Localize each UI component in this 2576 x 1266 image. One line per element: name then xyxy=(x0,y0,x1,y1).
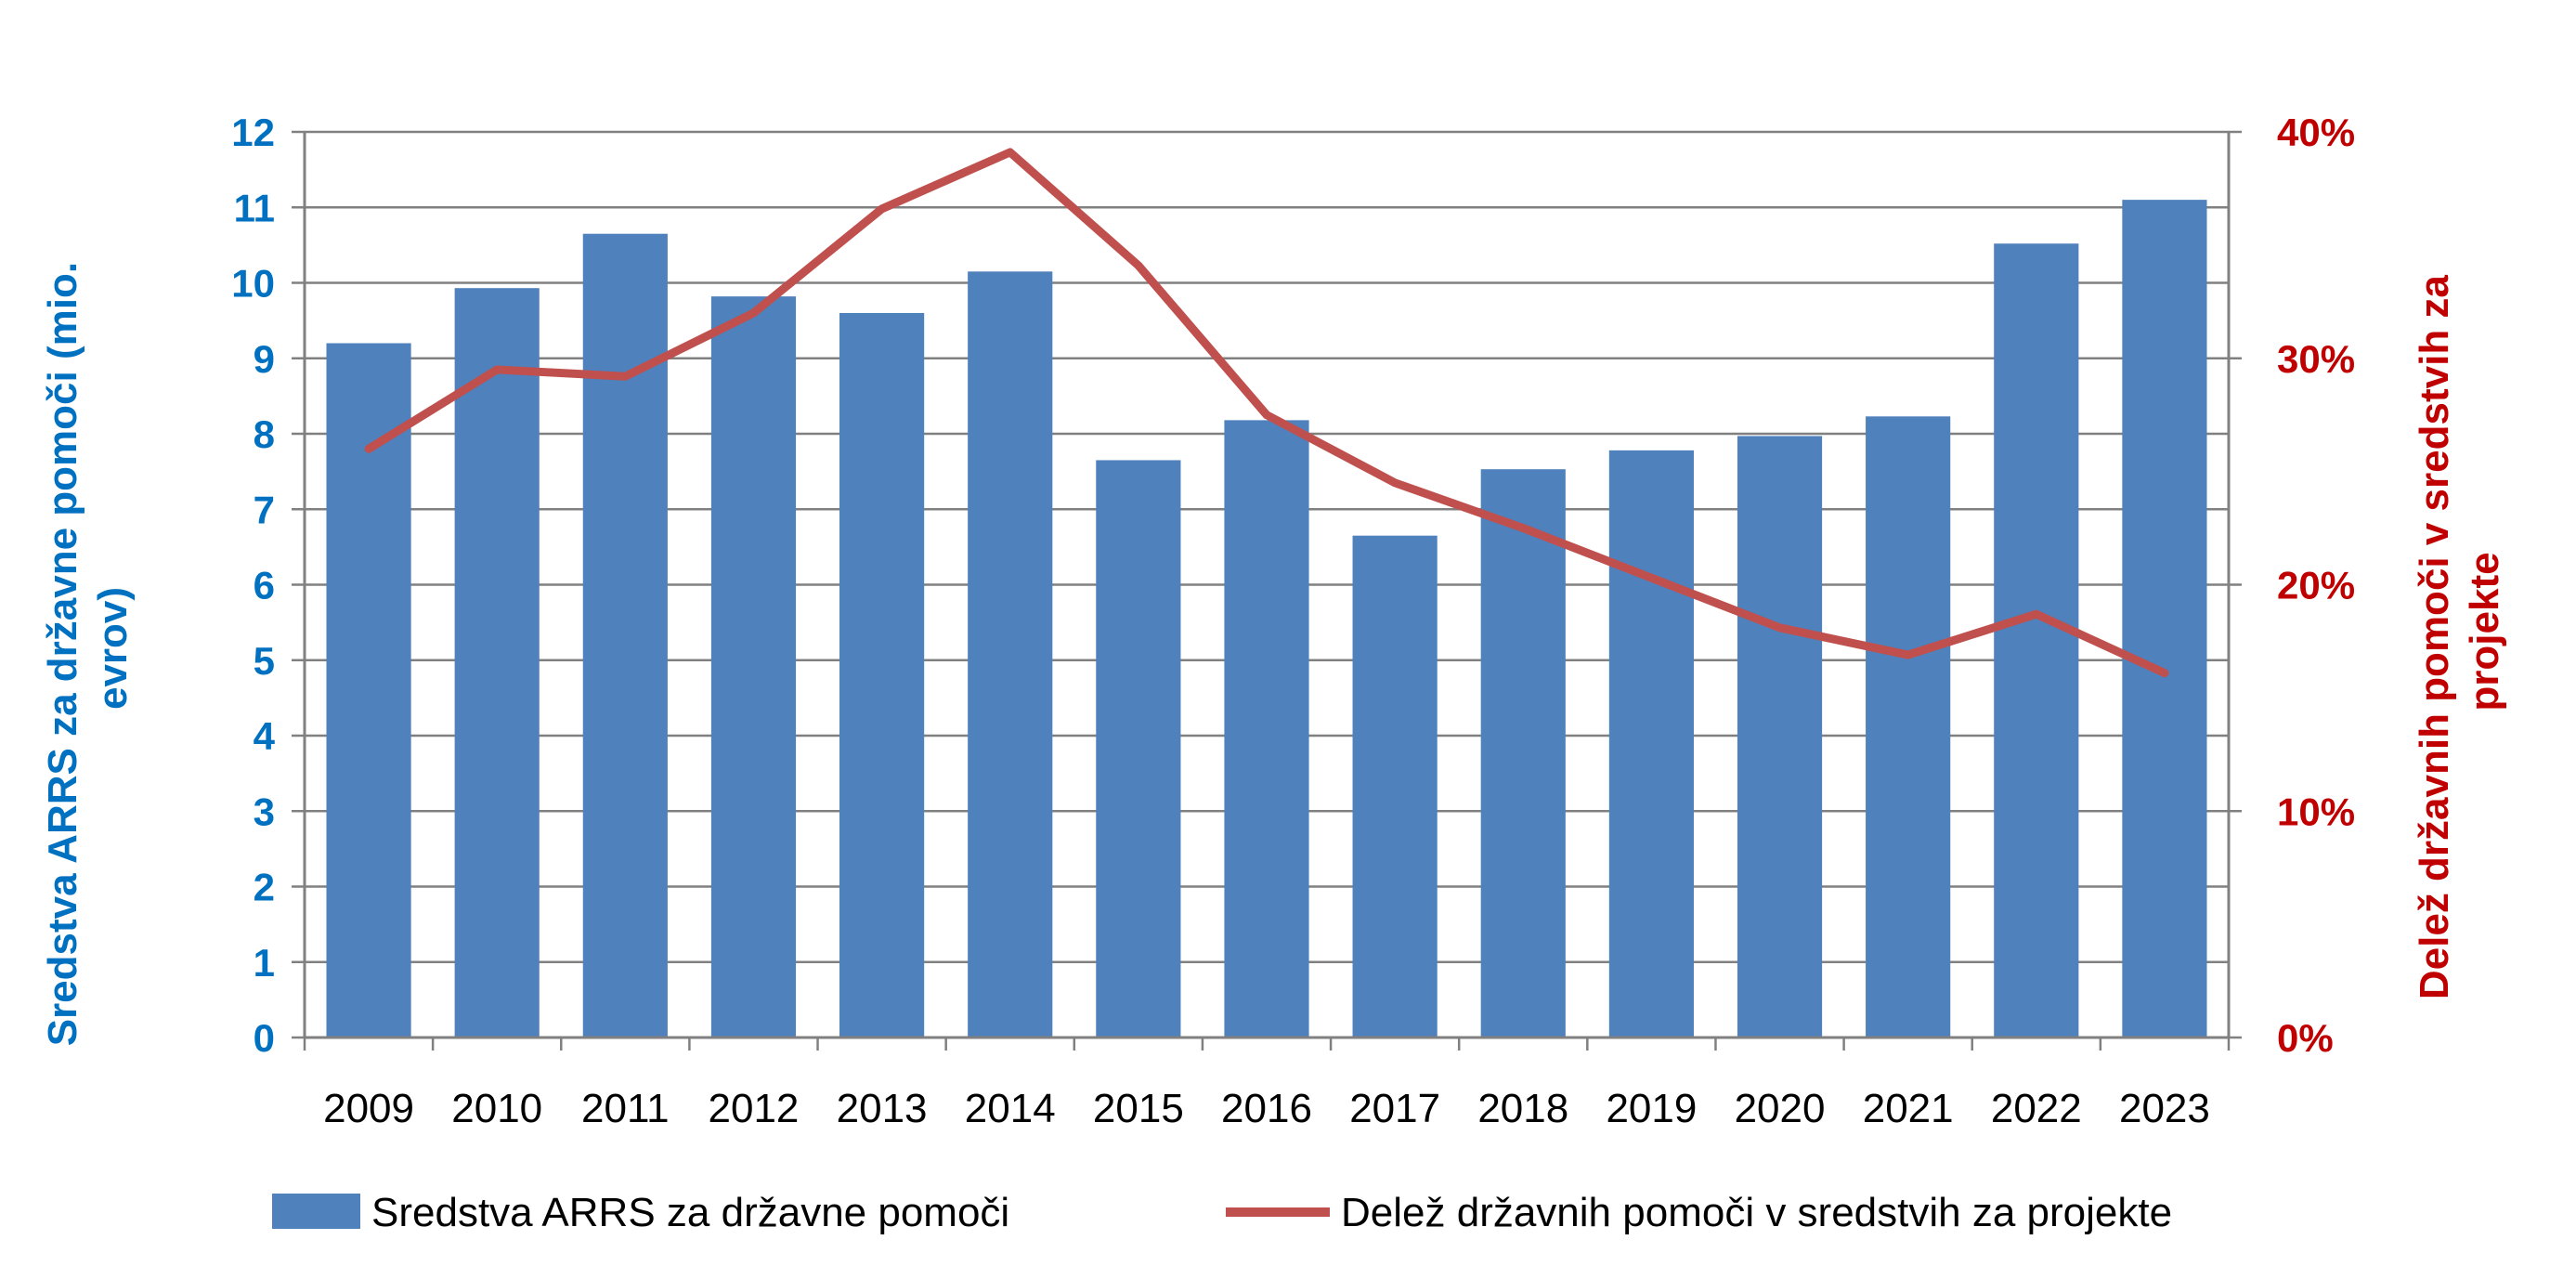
x-tick-label: 2022 xyxy=(1991,1086,2082,1131)
legend-bar-swatch xyxy=(272,1194,360,1229)
right-axis-title: Delež državnih pomoči v sredstvih za pro… xyxy=(2412,264,2507,999)
left-tick-label: 2 xyxy=(254,866,275,909)
line-point-2010 xyxy=(496,368,499,371)
line-point-2023 xyxy=(2163,672,2166,674)
bar-2012 xyxy=(710,296,797,1038)
left-tick-label: 10 xyxy=(231,262,275,306)
line-series xyxy=(364,148,2169,678)
line-point-2022 xyxy=(2035,613,2037,616)
right-tick-label: 10% xyxy=(2277,790,2355,833)
bar-2023 xyxy=(2122,200,2207,1038)
left-tick-label: 4 xyxy=(254,714,276,758)
bar-2015 xyxy=(1096,460,1181,1038)
line-point-2011 xyxy=(624,375,627,378)
legend-line-label: Delež državnih pomoči v sredstvih za pro… xyxy=(1341,1190,2172,1235)
x-tick-label: 2011 xyxy=(581,1086,670,1131)
bar-2021 xyxy=(1866,416,1951,1038)
left-tick-label: 3 xyxy=(254,790,275,833)
bar-2018 xyxy=(1480,469,1566,1038)
left-tick-label: 11 xyxy=(234,186,275,229)
line-point-2014 xyxy=(1008,150,1011,153)
x-tick-label: 2015 xyxy=(1093,1086,1184,1131)
left-tick-label: 8 xyxy=(254,412,275,456)
left-axis-title-line-2: evrov) xyxy=(90,587,136,710)
line-point-2017 xyxy=(1394,481,1397,484)
axes xyxy=(292,130,2242,1051)
left-axis-title: Sredstva ARRS za državne pomoči (mio. ev… xyxy=(40,251,136,1047)
bar-2009 xyxy=(326,343,411,1038)
line-point-2009 xyxy=(368,448,371,450)
x-tick-label: 2018 xyxy=(1477,1086,1568,1131)
bar-2019 xyxy=(1608,450,1694,1038)
left-axis-title-line-1: Sredstva ARRS za državne pomoči (mio. xyxy=(40,262,85,1046)
right-tick-label: 40% xyxy=(2277,111,2355,154)
line-point-2020 xyxy=(1778,626,1781,629)
x-tick-label: 2012 xyxy=(709,1086,800,1131)
x-tick-label: 2016 xyxy=(1221,1086,1312,1131)
bar-2013 xyxy=(839,313,925,1038)
bar-2014 xyxy=(968,271,1053,1038)
line-point-2019 xyxy=(1650,577,1653,580)
bar-2022 xyxy=(1994,243,2079,1038)
bar-2020 xyxy=(1737,436,1823,1038)
left-tick-label: 9 xyxy=(254,337,275,381)
line-point-2016 xyxy=(1266,413,1268,416)
legend: Sredstva ARRS za državne pomoči Delež dr… xyxy=(272,1190,2172,1235)
bar-2010 xyxy=(454,288,540,1038)
right-tick-label: 20% xyxy=(2277,564,2355,607)
bar-series xyxy=(326,200,2207,1038)
left-tick-label: 6 xyxy=(254,564,275,607)
x-tick-label: 2023 xyxy=(2119,1086,2210,1131)
bar-2016 xyxy=(1224,420,1309,1038)
x-tick-label: 2014 xyxy=(965,1086,1056,1131)
left-tick-label: 7 xyxy=(254,488,275,531)
bar-2017 xyxy=(1352,535,1438,1038)
line-point-2021 xyxy=(1906,654,1909,657)
left-tick-label: 1 xyxy=(254,941,275,985)
x-tick-label: 2009 xyxy=(323,1086,414,1131)
left-tick-label: 5 xyxy=(254,639,275,683)
line-point-2018 xyxy=(1522,527,1525,529)
legend-bar-label: Sredstva ARRS za državne pomoči xyxy=(371,1190,1009,1235)
line-point-2015 xyxy=(1137,264,1139,267)
x-tick-label: 2021 xyxy=(1863,1086,1954,1131)
x-tick-label: 2013 xyxy=(837,1086,928,1131)
right-axis-title-line-2: projekte xyxy=(2462,552,2507,711)
right-axis-title-line-1: Delež državnih pomoči v sredstvih za xyxy=(2412,275,2457,1000)
x-tick-label: 2010 xyxy=(451,1086,542,1131)
line-point-2012 xyxy=(752,312,755,314)
left-tick-label: 0 xyxy=(254,1016,275,1060)
x-tick-label: 2019 xyxy=(1606,1086,1697,1131)
x-tick-label: 2020 xyxy=(1735,1086,1826,1131)
right-tick-label: 30% xyxy=(2277,337,2355,381)
line-point-2013 xyxy=(880,207,883,210)
bar-2011 xyxy=(582,233,668,1038)
left-tick-label: 12 xyxy=(231,111,275,154)
x-tick-label: 2017 xyxy=(1349,1086,1440,1131)
right-tick-label: 0% xyxy=(2277,1016,2334,1060)
